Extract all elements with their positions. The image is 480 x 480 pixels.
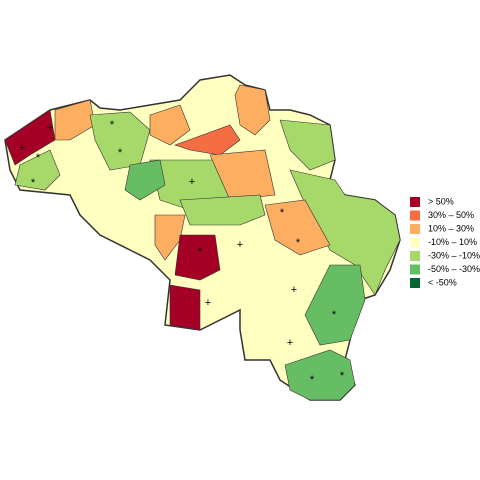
regions — [4, 74, 401, 401]
legend: > 50% 30% – 50% 10% – 30% -10% – 10% -30% – … — [410, 196, 480, 288]
marker: * — [36, 152, 41, 164]
marker: + — [291, 284, 297, 296]
marker: * — [296, 237, 301, 249]
region — [304, 264, 366, 346]
region — [264, 199, 331, 256]
region — [179, 194, 266, 226]
markers: + + * * * * + * * * + + + * + * * — [19, 119, 345, 386]
region — [279, 119, 336, 171]
region — [14, 149, 61, 191]
legend-swatch — [410, 210, 420, 221]
marker: * — [280, 207, 285, 219]
region — [174, 234, 221, 281]
legend-swatch — [410, 237, 420, 248]
legend-label: < -50% — [428, 277, 457, 287]
region — [154, 214, 186, 261]
legend-swatch — [410, 224, 420, 234]
marker: * — [198, 246, 203, 258]
marker: + — [47, 122, 53, 134]
legend-label: -50% – -30% — [428, 264, 480, 274]
region — [169, 284, 201, 331]
marker: * — [340, 370, 345, 382]
legend-swatch — [410, 264, 420, 275]
legend-swatch — [410, 278, 420, 288]
region — [174, 124, 241, 156]
legend-swatch — [410, 251, 420, 261]
region — [284, 349, 356, 401]
marker: + — [287, 337, 293, 349]
region — [124, 159, 166, 201]
marker: * — [310, 374, 315, 386]
marker: + — [237, 239, 243, 251]
region — [209, 149, 276, 201]
legend-label: -10% – 10% — [428, 237, 477, 247]
marker: * — [110, 119, 115, 131]
legend-label: 10% – 30% — [428, 223, 474, 233]
legend-label: -30% – -10% — [428, 250, 480, 260]
marker: + — [205, 297, 211, 309]
marker: * — [118, 147, 123, 159]
legend-label: > 50% — [428, 196, 454, 206]
region — [234, 84, 271, 136]
marker: * — [31, 177, 36, 189]
region — [4, 109, 56, 166]
marker: + — [19, 142, 25, 154]
legend-label: 30% – 50% — [428, 210, 474, 220]
marker: + — [189, 176, 195, 188]
legend-swatch — [410, 197, 420, 207]
marker: * — [332, 309, 337, 321]
region — [149, 104, 191, 146]
region — [54, 99, 96, 141]
